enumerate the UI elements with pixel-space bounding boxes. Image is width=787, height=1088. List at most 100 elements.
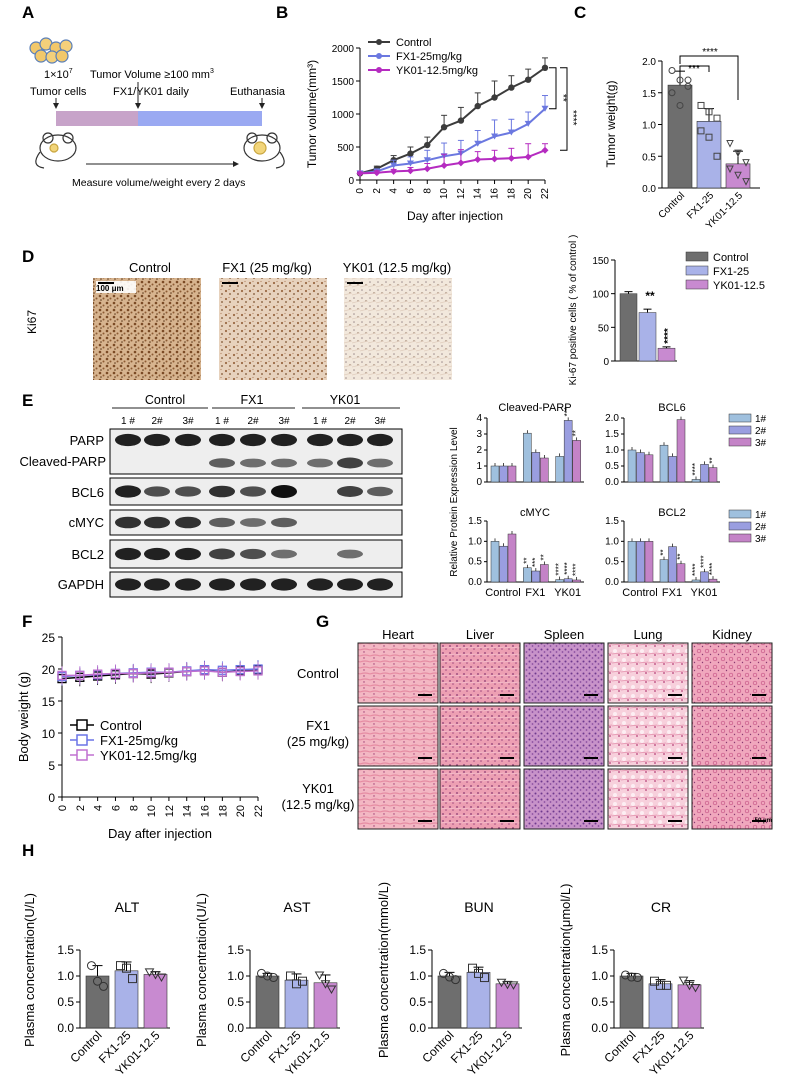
y-tick-label: 0.5 xyxy=(591,995,608,1009)
x-tick-label: 4 xyxy=(93,805,105,811)
data-point xyxy=(474,140,482,147)
y-axis-label: Relative Protein Expression Level xyxy=(449,427,460,577)
y-axis-label-unit: (U/L) xyxy=(194,893,209,922)
subchart-title: BUN xyxy=(464,899,494,915)
blot-band xyxy=(307,578,333,591)
data-point xyxy=(662,980,671,990)
bar-1-0 xyxy=(659,444,669,483)
data-point xyxy=(474,102,481,110)
legend-marker xyxy=(376,39,382,45)
data-point xyxy=(156,973,167,983)
bar-0 xyxy=(619,293,638,362)
data-point xyxy=(621,970,630,980)
legend-swatch xyxy=(685,279,709,290)
bar-0-1 xyxy=(499,465,508,483)
bar-2-2 xyxy=(708,578,718,583)
sig-label: ** xyxy=(676,553,685,559)
wb-group-yk01: YK01 xyxy=(330,393,361,407)
y-tick-label: 1.0 xyxy=(57,969,74,983)
data-point xyxy=(390,167,398,175)
y-axis-label: Plasma concentration(mmol/L) xyxy=(376,882,391,1058)
legend-swatch xyxy=(728,521,752,531)
ihc-col-control: Control xyxy=(129,260,171,275)
y-tick-label: 150 xyxy=(592,256,609,267)
data-point xyxy=(373,169,381,177)
panel-label-h: H xyxy=(22,841,34,860)
panel-e-western-blot: Control FX1 YK01 1 # 2# 3# 1 # 2# 3# 1 # 2# 3# P… xyxy=(20,393,403,598)
data-point xyxy=(257,968,266,978)
y-axis-label: Body weight (g) xyxy=(16,672,31,762)
blot-band xyxy=(115,578,141,591)
y-tick-label: 1000 xyxy=(332,110,355,121)
data-point xyxy=(451,975,460,985)
tumor-cells-text: Tumor cells xyxy=(30,86,87,98)
y-tick-label: 25 xyxy=(42,631,56,645)
legend-swatch xyxy=(728,425,752,435)
sig-label: **** xyxy=(691,463,700,475)
blot-band xyxy=(209,517,235,528)
y-tick-label: 1.0 xyxy=(591,969,608,983)
he-column-label: Kidney xyxy=(712,627,752,642)
sig-label: **** xyxy=(702,47,718,58)
ihc-col-fx1: FX1 (25 mg/kg) xyxy=(222,260,312,275)
data-point xyxy=(423,157,431,164)
blot-band xyxy=(209,433,235,447)
y-tick-label: 1.5 xyxy=(605,516,619,527)
data-point xyxy=(726,165,734,174)
y-axis-label-main: Plasma concentration xyxy=(194,922,209,1047)
data-point xyxy=(406,167,414,175)
y-tick-label: 2.0 xyxy=(642,57,656,68)
lane-label: 3# xyxy=(182,416,194,427)
y-tick-label: 2.0 xyxy=(605,413,619,424)
sig-label: **** xyxy=(555,563,564,575)
bar-2 xyxy=(677,984,702,1029)
blot-band xyxy=(175,433,201,447)
bar-1-1 xyxy=(668,456,677,483)
tumor-volume-text: Tumor Volume ≥100 mm3 xyxy=(90,68,214,81)
he-image-2-2 xyxy=(523,768,605,830)
y-tick-label: 20 xyxy=(42,663,56,677)
data-point xyxy=(116,961,125,971)
x-tick-label: Control xyxy=(622,587,657,599)
y-tick-label: 10 xyxy=(42,727,56,741)
x-tick-label: 16 xyxy=(200,805,212,817)
he-image-1-2 xyxy=(439,768,521,830)
panel-g-he-staining: Heart Liver Spleen Lung Kidney 50 μm Control FX… xyxy=(282,627,773,830)
panel-label-b: B xyxy=(276,3,288,22)
bar-2-2 xyxy=(572,579,581,583)
mouse-icon-right xyxy=(243,132,285,169)
x-tick-label: 8 xyxy=(422,188,433,194)
blot-band xyxy=(144,516,170,529)
lane-label: 2# xyxy=(151,416,163,427)
bar-0-2 xyxy=(644,454,654,483)
blot-band xyxy=(367,433,393,447)
x-tick-label: 20 xyxy=(235,805,247,817)
y-axis-label-main: Plasma concentration xyxy=(376,933,391,1058)
legend-label: 1# xyxy=(755,414,767,425)
legend-swatch xyxy=(728,413,752,423)
blot-band xyxy=(271,549,297,559)
y-tick-label: 1.0 xyxy=(642,121,656,132)
sig-label: **** xyxy=(700,555,709,567)
sig-label: *** xyxy=(688,64,700,75)
blot-band xyxy=(337,549,363,559)
data-point xyxy=(480,973,489,983)
bar-1-1 xyxy=(531,452,541,483)
x-tick-label: 2 xyxy=(372,188,383,194)
blot-band xyxy=(115,516,141,529)
sig-bracket xyxy=(560,67,568,151)
y-tick-label: 0.0 xyxy=(468,577,482,588)
blot-band xyxy=(144,433,170,447)
he-image-4-2 xyxy=(691,768,773,830)
y-axis-label: Ki-67 positive cells ( % of control ) xyxy=(568,235,579,386)
data-point xyxy=(713,114,721,122)
lane-label: 2# xyxy=(344,416,356,427)
lane-label: 1 # xyxy=(121,416,135,427)
he-scale-label: 50 μm xyxy=(755,818,772,824)
data-point xyxy=(164,667,174,677)
y-tick-label: 1.5 xyxy=(227,943,244,957)
x-tick-label: FX1 xyxy=(662,587,682,599)
bar-0-0 xyxy=(490,465,500,483)
